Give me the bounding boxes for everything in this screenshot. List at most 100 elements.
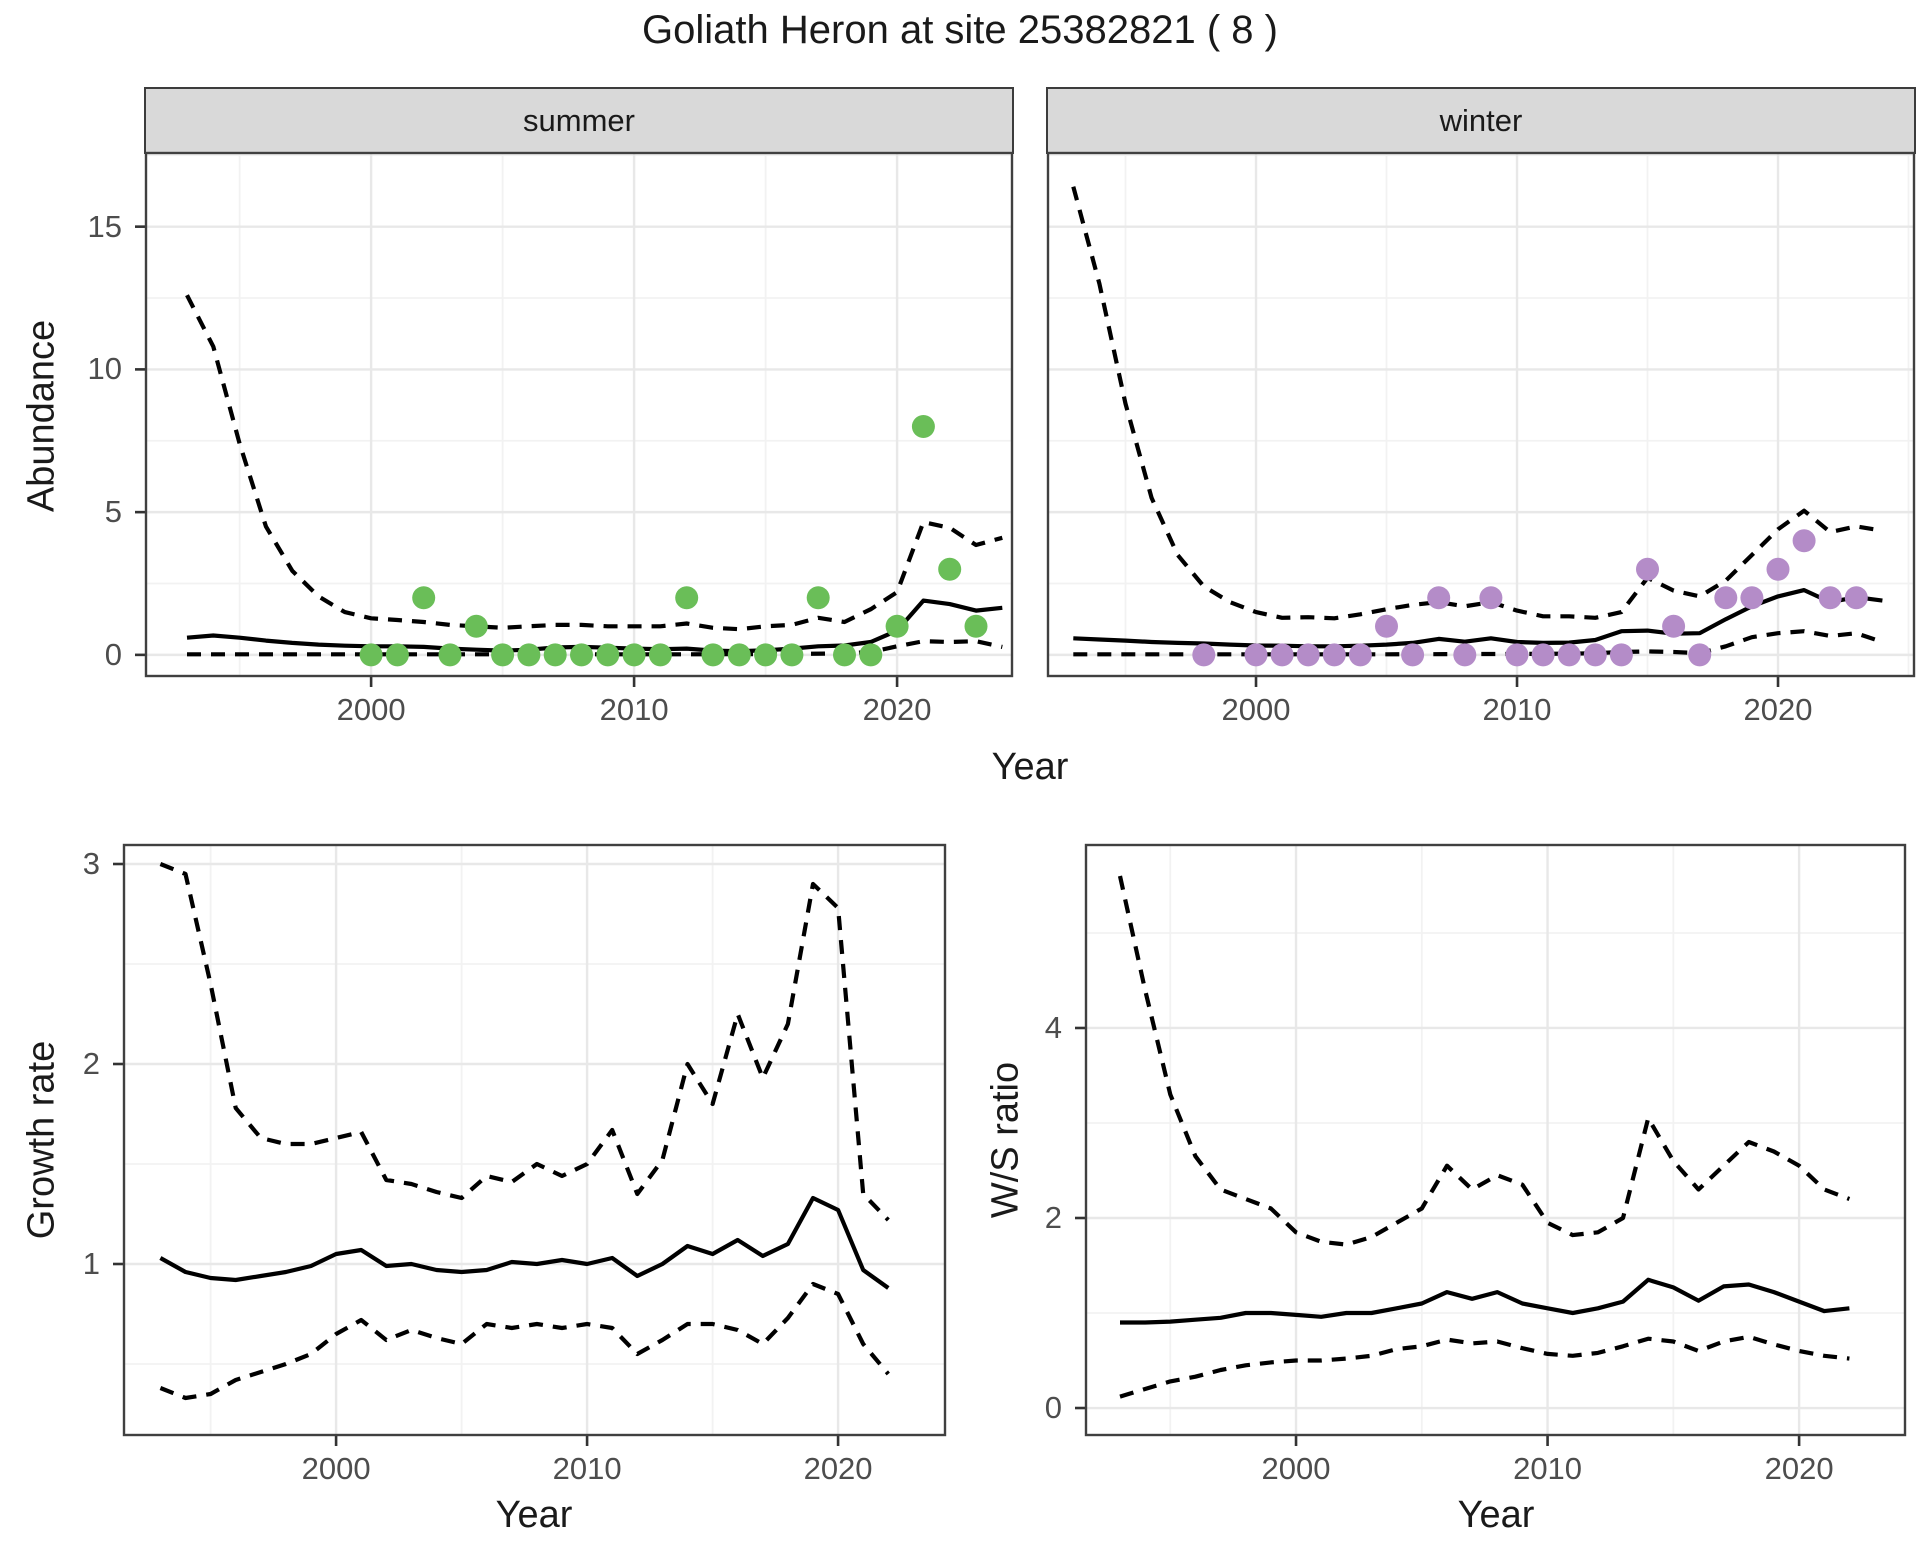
data-point xyxy=(754,643,778,667)
data-point xyxy=(543,643,567,667)
data-point xyxy=(1766,557,1790,581)
x-tick-label: 2010 xyxy=(1482,692,1552,727)
panel-border xyxy=(122,843,947,1437)
data-point xyxy=(1375,614,1398,638)
data-point xyxy=(1818,586,1842,610)
x-tick-label: 2020 xyxy=(1743,692,1813,727)
data-point xyxy=(596,643,620,667)
x-tick-label: 2000 xyxy=(301,1451,371,1486)
gridlines xyxy=(124,845,945,1435)
plot-title: Goliath Heron at site 25382821 ( 8 ) xyxy=(642,8,1278,52)
y-tick-label: 0 xyxy=(1044,1390,1062,1426)
data-point xyxy=(1662,614,1686,638)
facet-strip-summer: summer xyxy=(144,87,1014,154)
x-tick-label: 2000 xyxy=(1221,692,1291,727)
data-point xyxy=(1714,586,1738,610)
gridlines xyxy=(1048,153,1914,676)
data-point xyxy=(464,614,488,638)
data-point xyxy=(1688,643,1712,667)
y-tick-label: 2 xyxy=(1044,1200,1062,1235)
median-fit-line xyxy=(186,598,1003,654)
x-tick-label: 2000 xyxy=(1261,1451,1331,1486)
data-point xyxy=(1348,643,1372,667)
data-point xyxy=(1609,643,1633,667)
data-point xyxy=(438,643,462,667)
data-point xyxy=(1244,643,1268,667)
upper-ci-line xyxy=(1117,875,1851,1247)
y-tick-label: 0 xyxy=(104,636,122,672)
ws-ratio-chart xyxy=(1075,843,1907,1446)
data-point xyxy=(833,643,856,667)
median-fit-line xyxy=(1120,1277,1850,1325)
data-point xyxy=(911,415,935,438)
gridlines xyxy=(1086,845,1905,1435)
data-point xyxy=(1192,643,1216,667)
data-point xyxy=(938,557,962,581)
data-point xyxy=(1583,643,1607,667)
gridlines xyxy=(146,153,1012,676)
y-tick-label: 4 xyxy=(1044,1009,1062,1045)
x-axis-title-year-top: Year xyxy=(991,746,1069,788)
facet-strip-winter: winter xyxy=(1046,87,1916,154)
data-point xyxy=(1479,586,1503,610)
y-tick-label: 1 xyxy=(82,1246,100,1281)
facet-label-winter: winter xyxy=(1439,102,1523,138)
abundance-summer-chart xyxy=(135,151,1014,687)
panel-border xyxy=(1084,843,1907,1437)
data-point xyxy=(491,643,515,667)
data-point xyxy=(1636,557,1659,581)
data-point xyxy=(701,643,725,667)
data-point xyxy=(675,586,699,610)
data-point xyxy=(517,643,541,667)
panel-border xyxy=(144,151,1014,678)
data-point xyxy=(1270,643,1294,667)
data-point xyxy=(570,643,593,667)
median-fit-line xyxy=(159,1195,890,1290)
y-axis-title-ws-ratio: W/S ratio xyxy=(984,1061,1027,1219)
data-point xyxy=(648,643,672,667)
data-points xyxy=(359,415,988,667)
data-point xyxy=(1792,529,1816,553)
axis-ticks xyxy=(135,225,899,687)
y-tick-label: 2 xyxy=(82,1046,100,1081)
x-tick-label: 2020 xyxy=(1764,1451,1834,1486)
data-points xyxy=(1192,529,1868,667)
y-tick-label: 10 xyxy=(87,351,122,387)
data-point xyxy=(727,643,751,667)
fitted-lines xyxy=(185,294,1003,657)
axis-ticks xyxy=(113,862,840,1446)
x-tick-label: 2020 xyxy=(803,1451,873,1486)
data-point xyxy=(1401,643,1425,667)
data-point xyxy=(780,643,804,667)
x-tick-label: 2010 xyxy=(599,692,669,727)
axis-ticks xyxy=(1075,1026,1801,1446)
x-tick-label: 2010 xyxy=(1513,1451,1583,1486)
data-point xyxy=(1740,586,1764,610)
axis-ticks xyxy=(1254,676,1780,687)
x-axis-title-year-growth: Year xyxy=(495,1494,573,1536)
y-tick-label: 5 xyxy=(104,494,122,530)
lower-ci-line xyxy=(1119,1334,1850,1399)
fitted-lines xyxy=(1117,875,1851,1399)
data-point xyxy=(1844,586,1868,610)
x-axis-title-year-ws: Year xyxy=(1457,1494,1535,1536)
lower-ci-line xyxy=(159,1281,890,1401)
median-fit-line xyxy=(1073,588,1883,649)
data-point xyxy=(1531,643,1555,667)
upper-ci-line xyxy=(185,294,1003,632)
fitted-lines xyxy=(159,862,890,1401)
y-tick-label: 15 xyxy=(87,208,122,244)
data-point xyxy=(1557,643,1581,667)
x-tick-label: 2020 xyxy=(862,692,932,727)
data-point xyxy=(385,643,409,667)
data-point xyxy=(1296,643,1320,667)
y-tick-label: 3 xyxy=(82,846,100,881)
data-point xyxy=(885,614,909,638)
data-point xyxy=(964,614,988,638)
growth-rate-chart xyxy=(113,843,947,1446)
data-point xyxy=(1427,586,1451,610)
panel-border xyxy=(1046,151,1916,678)
x-tick-label: 2000 xyxy=(336,692,406,727)
data-point xyxy=(622,643,646,667)
